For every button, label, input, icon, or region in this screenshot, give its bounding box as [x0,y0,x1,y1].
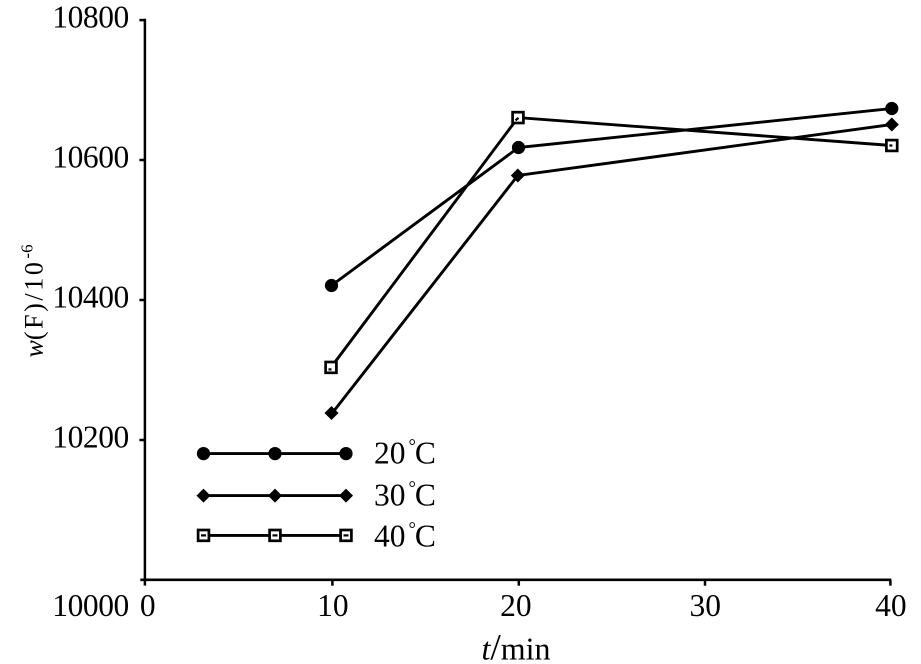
svg-text:20°C: 20 °C [374,436,436,471]
svg-text:40: 40 [875,588,907,623]
svg-text:10: 10 [317,588,349,623]
svg-text:0: 0 [140,588,156,623]
svg-text:10400: 10400 [52,280,129,315]
svg-text:10000: 10000 [52,588,129,623]
svg-text:t/min: t/min [481,628,550,664]
svg-text:40°C: 40 °C [374,518,436,553]
svg-text:w(F)/10-6: w(F)/10-6 [18,244,49,357]
svg-text:10600: 10600 [52,140,129,175]
svg-text:10800: 10800 [52,0,129,35]
svg-text:10200: 10200 [52,420,129,455]
svg-text:30°C: 30 °C [374,478,436,513]
svg-text:30: 30 [690,588,722,623]
svg-text:20: 20 [500,588,532,623]
